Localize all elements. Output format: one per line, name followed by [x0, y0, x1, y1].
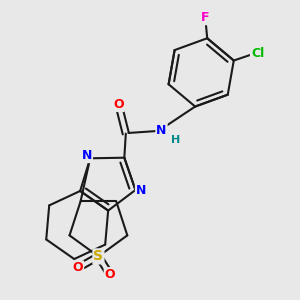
Text: N: N — [136, 184, 146, 196]
Text: O: O — [73, 261, 83, 274]
Text: N: N — [156, 124, 167, 137]
Text: O: O — [105, 268, 115, 281]
Text: S: S — [93, 249, 103, 263]
Text: F: F — [201, 11, 210, 24]
Text: N: N — [82, 149, 92, 162]
Text: Cl: Cl — [251, 47, 264, 60]
Text: O: O — [113, 98, 124, 111]
Text: H: H — [171, 135, 180, 145]
